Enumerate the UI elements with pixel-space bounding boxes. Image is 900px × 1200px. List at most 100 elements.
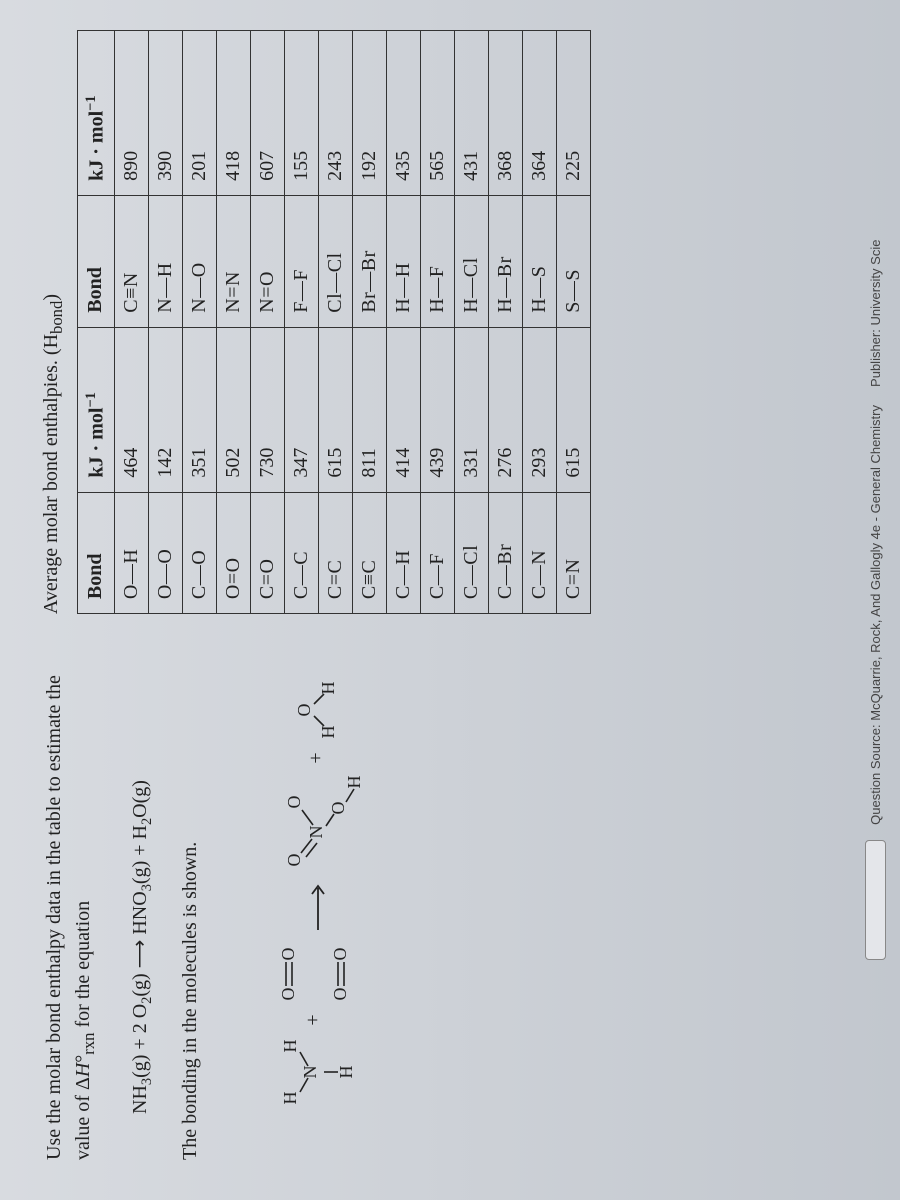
value-cell: 890 [114, 31, 148, 196]
value-cell: 201 [182, 31, 216, 196]
value-cell: 565 [420, 31, 454, 196]
atom-H: H [280, 1092, 300, 1105]
bond-cell: C—Cl [454, 492, 488, 614]
table-row: O=O502N=N418 [216, 31, 250, 614]
table-row: C=N615S—S225 [556, 31, 590, 614]
bond-cell: C—F [420, 492, 454, 614]
question-column: Use the molar bond enthalpy data in the … [40, 614, 880, 1160]
atom-O: O [330, 948, 350, 961]
value-cell: 364 [522, 31, 556, 196]
q-sub: rxn [79, 1033, 98, 1055]
question-text: Use the molar bond enthalpy data in the … [40, 644, 101, 1160]
col-unit-2: kJ · mol−1 [78, 31, 115, 196]
atom-H: H [336, 1066, 356, 1079]
bond-cell: O—O [148, 492, 182, 614]
bond-cell: C≡C [352, 492, 386, 614]
value-cell: 368 [488, 31, 522, 196]
q-H: H [72, 1063, 94, 1077]
bond-cell: C=O [250, 492, 284, 614]
table-body: O—H464C≡N890O—O142N—H390C—O351N—O201O=O5… [114, 31, 590, 614]
publisher-text: Publisher: University Scie [868, 240, 883, 387]
reaction-diagram-svg: N H H H + O O O [234, 672, 454, 1132]
value-cell: 331 [454, 327, 488, 492]
bond-cell: Br—Br [352, 195, 386, 327]
value-cell: 293 [522, 327, 556, 492]
bond-cell: C—N [522, 492, 556, 614]
atom-O: O [328, 802, 348, 815]
value-cell: 347 [284, 327, 318, 492]
plus-sign: + [305, 752, 327, 763]
atom-H: H [344, 776, 364, 789]
bond-cell: H—Br [488, 195, 522, 327]
value-cell: 192 [352, 31, 386, 196]
atom-H: H [318, 726, 338, 739]
reaction-equation: NH3(g) + 2 O2(g) ⟶ HNO3(g) + H2O(g) [127, 644, 156, 1114]
value-cell: 811 [352, 327, 386, 492]
value-cell: 607 [250, 31, 284, 196]
value-cell: 276 [488, 327, 522, 492]
table-row: C≡C811Br—Br192 [352, 31, 386, 614]
table-row: C—N293H—S364 [522, 31, 556, 614]
table-row: C—O351N—O201 [182, 31, 216, 614]
value-cell: 439 [420, 327, 454, 492]
table-row: C=C615Cl—Cl243 [318, 31, 352, 614]
page-content: Use the molar bond enthalpy data in the … [0, 0, 900, 1200]
atom-N: N [300, 1066, 320, 1079]
table-row: C—H414H—H435 [386, 31, 420, 614]
bond-cell: H—H [386, 195, 420, 327]
value-cell: 615 [318, 327, 352, 492]
answer-input-box[interactable] [865, 840, 886, 960]
value-cell: 351 [182, 327, 216, 492]
bond-cell: F—F [284, 195, 318, 327]
value-cell: 155 [284, 31, 318, 196]
col-unit-1: kJ · mol−1 [78, 327, 115, 492]
bond-cell: H—S [522, 195, 556, 327]
table-row: O—O142N—H390 [148, 31, 182, 614]
bond-cell: C—O [182, 492, 216, 614]
atom-H: H [318, 682, 338, 695]
table-row: C—Cl331H—Cl431 [454, 31, 488, 614]
bond-cell: C—C [284, 492, 318, 614]
bond-cell: O=O [216, 492, 250, 614]
source-bar: Question Source: McQuarrie, Rock, And Ga… [865, 0, 886, 1200]
col-bond-1: Bond [78, 492, 115, 614]
atom-O: O [284, 796, 304, 809]
q-line2-pre: value of Δ [72, 1077, 94, 1160]
bond-cell: C≡N [114, 195, 148, 327]
source-text: Question Source: McQuarrie, Rock, And Ga… [868, 405, 883, 825]
atom-O: O [330, 988, 350, 1001]
bond-cell: Cl—Cl [318, 195, 352, 327]
bond-cell: S—S [556, 195, 590, 327]
atom-H: H [280, 1040, 300, 1053]
q-deg: ° [72, 1055, 94, 1063]
value-cell: 390 [148, 31, 182, 196]
bond-cell: C—Br [488, 492, 522, 614]
bond-cell: C—H [386, 492, 420, 614]
table-row: O—H464C≡N890 [114, 31, 148, 614]
col-bond-2: Bond [78, 195, 115, 327]
bond-cell: O—H [114, 492, 148, 614]
bond-cell: N=O [250, 195, 284, 327]
table-row: C—Br276H—Br368 [488, 31, 522, 614]
atom-O: O [294, 704, 314, 717]
plus-sign: + [302, 1014, 324, 1025]
value-cell: 225 [556, 31, 590, 196]
lewis-diagram: N H H H + O O O [234, 644, 454, 1160]
value-cell: 730 [250, 327, 284, 492]
bond-cell: N=N [216, 195, 250, 327]
table-row: C=O730N=O607 [250, 31, 284, 614]
atom-O: O [278, 988, 298, 1001]
q-line1: Use the molar bond enthalpy data in the … [43, 675, 65, 1160]
value-cell: 142 [148, 327, 182, 492]
bond-cell: N—O [182, 195, 216, 327]
bond-enthalpy-table: Bond kJ · mol−1 Bond kJ · mol−1 O—H464C≡… [77, 30, 591, 614]
bond-cell: C=N [556, 492, 590, 614]
bond-cell: H—Cl [454, 195, 488, 327]
value-cell: 418 [216, 31, 250, 196]
table-header-row: Bond kJ · mol−1 Bond kJ · mol−1 [78, 31, 115, 614]
table-column: Average molar bond enthalpies. (Hbond) B… [40, 30, 880, 614]
value-cell: 615 [556, 327, 590, 492]
bond-cell: C=C [318, 492, 352, 614]
table-row: C—F439H—F565 [420, 31, 454, 614]
q-line2-post: for the equation [72, 901, 94, 1033]
